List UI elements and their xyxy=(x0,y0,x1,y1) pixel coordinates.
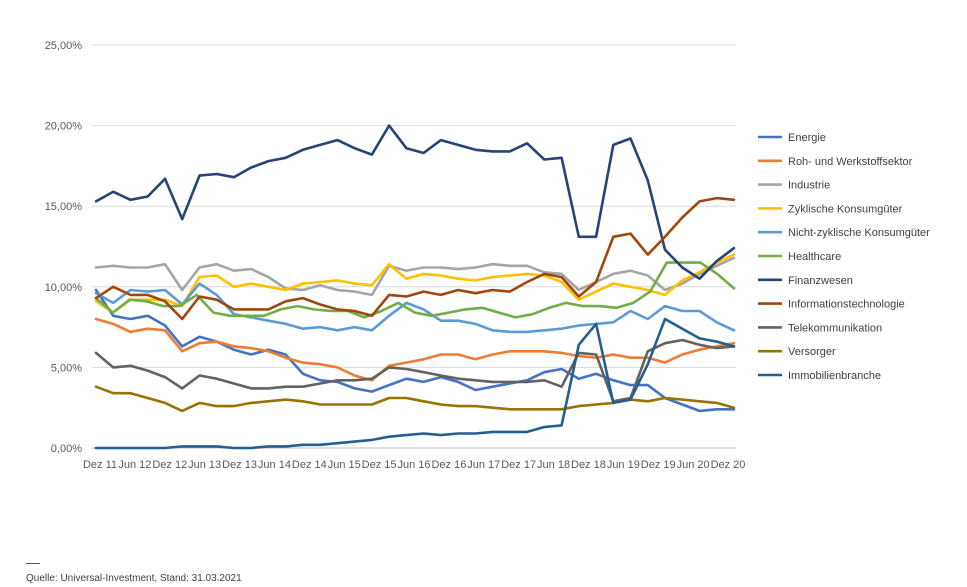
source-note: Quelle: Universal-Investment, Stand: 31.… xyxy=(26,573,242,584)
y-tick-label: 25,00% xyxy=(45,40,83,52)
x-tick-label: Dez 13 xyxy=(222,459,257,471)
x-tick-label: Dez 14 xyxy=(292,459,327,471)
legend-label: Versorger xyxy=(788,346,836,358)
legend-label: Telekommunikation xyxy=(788,322,882,334)
legend-label: Zyklische Konsumgüter xyxy=(788,203,903,215)
legend-label: Nicht-zyklische Konsumgüter xyxy=(788,227,930,239)
x-tick-label: Dez 17 xyxy=(501,459,536,471)
x-tick-label: Dez 11 xyxy=(83,459,117,471)
source-divider xyxy=(26,563,40,564)
x-axis: Dez 11 Jun 12 Dez 12 Jun 13 Dez 13 Jun 14 Dez … xyxy=(83,459,745,471)
series-line-6 xyxy=(94,261,736,319)
legend: Energie Roh- und Werkstoffsektor Industrie… xyxy=(758,132,930,382)
x-tick-label: Jun 15 xyxy=(328,459,361,471)
y-tick-label: 0,00% xyxy=(51,443,82,455)
y-axis: 0,00% 5,00% 10,00% 15,00% 20,00% 25,00% xyxy=(45,40,83,455)
x-tick-label: Jun 18 xyxy=(537,459,570,471)
series-lines xyxy=(94,124,736,450)
series-line-8 xyxy=(94,196,736,321)
series-line-10 xyxy=(94,385,736,413)
series-line-3 xyxy=(94,256,736,297)
x-tick-label: Jun 16 xyxy=(397,459,430,471)
x-tick-label: Jun 20 xyxy=(677,459,710,471)
series-line-5 xyxy=(94,282,736,334)
x-tick-label: Dez 19 xyxy=(641,459,676,471)
gridlines xyxy=(92,44,736,449)
y-tick-label: 5,00% xyxy=(51,362,82,374)
legend-label: Healthcare xyxy=(788,251,841,263)
y-tick-label: 20,00% xyxy=(45,121,83,133)
x-tick-label: Jun 14 xyxy=(258,459,291,471)
x-tick-label: Dez 16 xyxy=(431,459,466,471)
x-tick-label: Jun 12 xyxy=(118,459,151,471)
legend-label: Roh- und Werkstoffsektor xyxy=(788,156,913,168)
x-tick-label: Dez 12 xyxy=(152,459,187,471)
series-line-4 xyxy=(94,253,736,314)
legend-label: Finanzwesen xyxy=(788,275,853,287)
series-line-11 xyxy=(94,317,736,450)
y-tick-label: 10,00% xyxy=(45,282,83,294)
legend-label: Immobilienbranche xyxy=(788,370,881,382)
x-tick-label: Jun 17 xyxy=(467,459,500,471)
series-line-7 xyxy=(94,124,736,281)
legend-label: Informationstechnologie xyxy=(788,299,905,311)
x-tick-label: Dez 18 xyxy=(571,459,606,471)
series-line-2 xyxy=(94,317,736,382)
x-tick-label: Dez 20 xyxy=(711,459,746,471)
series-line-1 xyxy=(94,288,736,413)
x-tick-label: Dez 15 xyxy=(362,459,397,471)
legend-label: Industrie xyxy=(788,180,830,192)
x-tick-label: Jun 13 xyxy=(188,459,221,471)
x-tick-label: Jun 19 xyxy=(607,459,640,471)
legend-label: Energie xyxy=(788,132,826,144)
series-line-9 xyxy=(94,338,736,403)
y-tick-label: 15,00% xyxy=(45,201,83,213)
